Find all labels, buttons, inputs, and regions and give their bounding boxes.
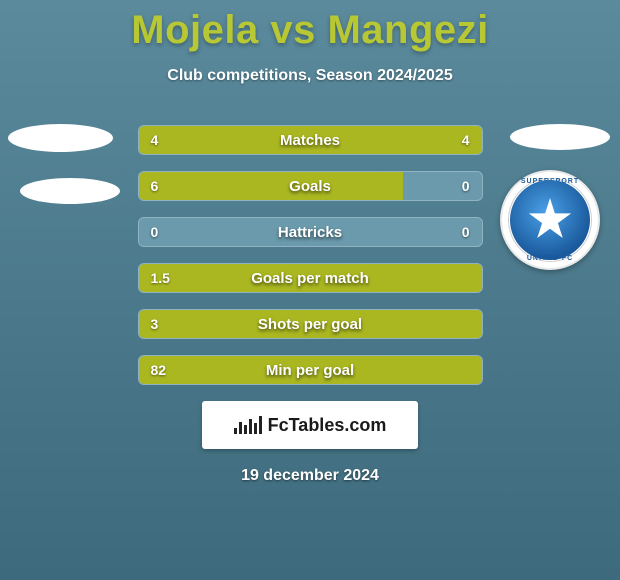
club-left-placeholder (20, 178, 120, 204)
stat-label: Goals (139, 172, 482, 200)
stat-label: Min per goal (139, 356, 482, 384)
badge-inner (510, 180, 590, 260)
page-title: Mojela vs Mangezi (0, 0, 620, 53)
stat-label: Goals per match (139, 264, 482, 292)
stat-row-hattricks: 0 Hattricks 0 (138, 217, 483, 247)
stat-value-right: 4 (462, 126, 470, 154)
stat-label: Hattricks (139, 218, 482, 246)
stat-row-min-per-goal: 82 Min per goal (138, 355, 483, 385)
stat-row-shots-per-goal: 3 Shots per goal (138, 309, 483, 339)
stat-row-goals-per-match: 1.5 Goals per match (138, 263, 483, 293)
stat-label: Shots per goal (139, 310, 482, 338)
badge-bottom-text: UNITED FC (527, 255, 573, 262)
stat-value-right: 0 (462, 172, 470, 200)
stats-container: 4 Matches 4 6 Goals 0 0 Hattricks 0 1.5 … (138, 125, 483, 385)
stat-row-goals: 6 Goals 0 (138, 171, 483, 201)
stat-row-matches: 4 Matches 4 (138, 125, 483, 155)
brand-text: FcTables.com (268, 415, 387, 436)
player-right-placeholder (510, 124, 610, 150)
date-text: 19 december 2024 (0, 467, 620, 485)
stat-label: Matches (139, 126, 482, 154)
badge-star-icon (528, 198, 572, 242)
subtitle: Club competitions, Season 2024/2025 (0, 67, 620, 85)
player-left-placeholder (8, 124, 113, 152)
stat-value-right: 0 (462, 218, 470, 246)
brand-bars-icon (234, 416, 262, 434)
club-right-badge: SUPERSPORT UNITED FC (500, 170, 600, 270)
brand-badge[interactable]: FcTables.com (202, 401, 418, 449)
